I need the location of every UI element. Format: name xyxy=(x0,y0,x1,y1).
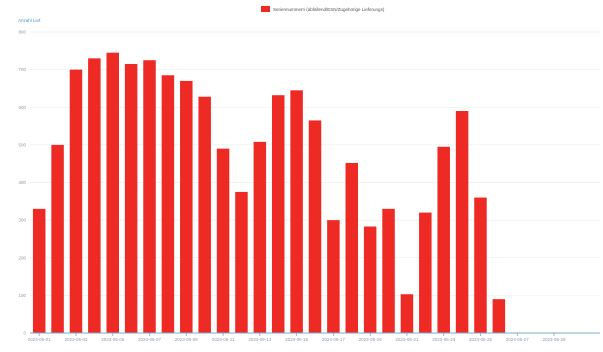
bar-2023-05-22[interactable] xyxy=(419,212,432,333)
bar-2023-05-16[interactable] xyxy=(308,120,322,333)
bar-2023-05-17[interactable] xyxy=(327,220,340,334)
x-tick-label: 2023-05-03 xyxy=(64,337,88,342)
bar-2023-05-02[interactable] xyxy=(51,144,64,334)
bar-2023-05-03[interactable] xyxy=(69,69,83,334)
legend-label: Seriennummern (abfallend/ESN/Zugehörige … xyxy=(273,7,385,12)
bar-2023-05-08[interactable] xyxy=(161,75,175,334)
bar-2023-05-26[interactable] xyxy=(492,299,506,333)
y-tick-label: 0 xyxy=(23,331,26,336)
bar-2023-05-18[interactable] xyxy=(345,162,359,333)
y-tick-label: 100 xyxy=(18,293,26,298)
bar-2023-05-15[interactable] xyxy=(290,90,303,333)
y-tick-label: 600 xyxy=(18,105,26,110)
x-tick-label: 2023-05-29 xyxy=(543,337,567,342)
bar-2023-05-07[interactable] xyxy=(143,60,156,333)
bar-2023-05-14[interactable] xyxy=(271,95,285,334)
y-tick-label: 400 xyxy=(18,180,26,185)
bar-2023-05-21[interactable] xyxy=(400,294,414,333)
bar-2023-05-23[interactable] xyxy=(437,146,450,333)
x-tick-label: 2023-05-07 xyxy=(138,337,162,342)
y-tick-label: 700 xyxy=(18,67,26,72)
x-tick-label: 2023-05-15 xyxy=(285,337,309,342)
bar-2023-05-05[interactable] xyxy=(106,52,119,333)
y-tick-label: 800 xyxy=(18,30,26,35)
bar-2023-05-01[interactable] xyxy=(32,208,46,333)
y-tick-label: 200 xyxy=(18,255,26,260)
y-tick-label: 300 xyxy=(18,218,26,223)
x-tick-label: 2023-05-25 xyxy=(469,337,493,342)
x-tick-label: 2023-05-05 xyxy=(101,337,125,342)
bar-2023-05-13[interactable] xyxy=(253,141,267,333)
x-tick-label: 2023-05-01 xyxy=(28,337,52,342)
bar-2023-05-25[interactable] xyxy=(474,197,487,333)
bar-2023-05-06[interactable] xyxy=(124,63,138,333)
bar-2023-05-20[interactable] xyxy=(382,208,395,333)
legend[interactable]: Seriennummern (abfallend/ESN/Zugehörige … xyxy=(261,6,385,12)
x-tick-label: 2023-05-11 xyxy=(212,337,235,342)
bar-2023-05-19[interactable] xyxy=(363,226,377,333)
x-tick-label: 2023-05-09 xyxy=(175,337,199,342)
bar-2023-05-10[interactable] xyxy=(198,96,211,333)
x-tick-label: 2023-05-21 xyxy=(395,337,419,342)
bar-2023-05-12[interactable] xyxy=(235,191,248,333)
legend-swatch xyxy=(261,6,270,12)
x-axis: 2023-05-01 2023-05-03 2023-05-05 2023-05-07… xyxy=(28,333,566,342)
bar-2023-05-11[interactable] xyxy=(216,148,230,333)
x-tick-label: 2023-05-19 xyxy=(359,337,383,342)
x-tick-label: 2023-05-13 xyxy=(248,337,272,342)
x-tick-label: 2023-05-23 xyxy=(432,337,456,342)
y-tick-label: 500 xyxy=(18,142,26,147)
y-axis-title: Anzahl Lief. xyxy=(18,18,42,23)
bar-2023-05-09[interactable] xyxy=(180,80,193,333)
x-tick-label: 2023-05-17 xyxy=(322,337,346,342)
y-axis: 0 100 200 300 400 500 600 700 800 xyxy=(18,30,26,336)
x-tick-label: 2023-05-27 xyxy=(506,337,530,342)
bar-2023-05-04[interactable] xyxy=(88,58,101,334)
bars xyxy=(32,52,506,334)
bar-2023-05-24[interactable] xyxy=(455,111,469,333)
